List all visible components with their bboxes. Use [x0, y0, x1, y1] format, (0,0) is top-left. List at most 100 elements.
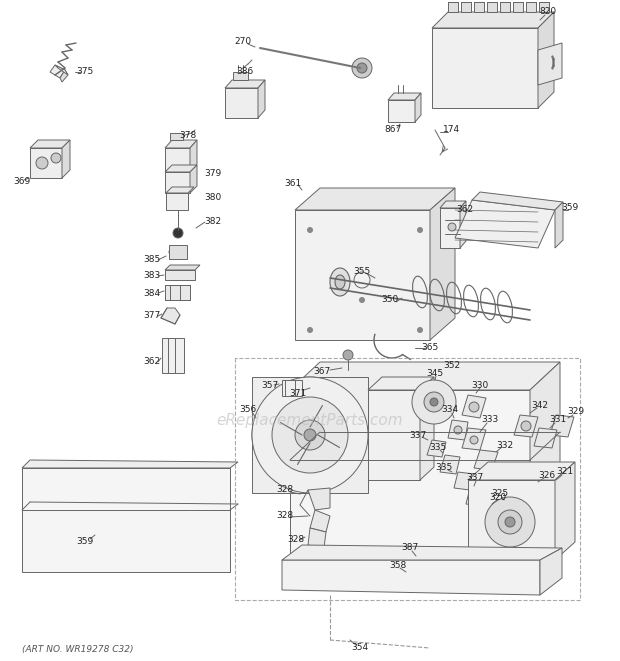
Text: 383: 383 — [143, 272, 161, 280]
Polygon shape — [432, 28, 538, 108]
Text: 359: 359 — [561, 204, 578, 212]
Text: 385: 385 — [143, 256, 161, 264]
Circle shape — [448, 223, 456, 231]
Text: 367: 367 — [313, 368, 330, 377]
Polygon shape — [225, 80, 265, 88]
Text: 382: 382 — [205, 217, 221, 227]
Text: 359: 359 — [76, 537, 94, 547]
Text: 369: 369 — [14, 178, 30, 186]
Text: 355: 355 — [353, 268, 371, 276]
Polygon shape — [462, 395, 486, 418]
Circle shape — [498, 510, 522, 534]
Circle shape — [252, 377, 368, 493]
Polygon shape — [468, 462, 575, 480]
Circle shape — [357, 63, 367, 73]
Text: 379: 379 — [205, 169, 221, 178]
Polygon shape — [282, 545, 562, 560]
Bar — [169, 245, 187, 259]
Polygon shape — [310, 510, 330, 532]
Text: 326: 326 — [538, 471, 556, 479]
Text: 345: 345 — [427, 368, 443, 377]
Polygon shape — [534, 428, 557, 448]
Text: 867: 867 — [384, 126, 402, 134]
Polygon shape — [165, 148, 190, 172]
Polygon shape — [22, 468, 230, 572]
Polygon shape — [166, 187, 194, 193]
Polygon shape — [539, 2, 549, 12]
Text: 328: 328 — [277, 510, 293, 520]
Circle shape — [36, 157, 48, 169]
Circle shape — [417, 227, 422, 233]
Polygon shape — [440, 201, 466, 208]
Polygon shape — [388, 93, 421, 100]
Polygon shape — [555, 202, 563, 248]
Text: 174: 174 — [443, 126, 461, 134]
Text: 820: 820 — [539, 7, 557, 17]
Polygon shape — [466, 488, 486, 506]
Polygon shape — [62, 140, 70, 178]
Polygon shape — [161, 308, 180, 324]
Circle shape — [295, 420, 325, 450]
Circle shape — [412, 380, 456, 424]
Circle shape — [485, 497, 535, 547]
Circle shape — [469, 402, 479, 412]
Text: 362: 362 — [456, 206, 474, 215]
Polygon shape — [432, 12, 554, 28]
Polygon shape — [190, 165, 197, 193]
Polygon shape — [295, 210, 430, 340]
Circle shape — [424, 392, 444, 412]
Text: 362: 362 — [143, 358, 161, 366]
Polygon shape — [258, 80, 265, 118]
Polygon shape — [550, 415, 574, 437]
Text: 334: 334 — [441, 405, 459, 414]
Polygon shape — [440, 208, 460, 248]
Polygon shape — [538, 43, 562, 85]
Text: 328: 328 — [288, 535, 304, 545]
Text: 342: 342 — [531, 401, 549, 410]
Text: 320: 320 — [489, 494, 507, 502]
Circle shape — [308, 227, 312, 233]
Polygon shape — [60, 70, 68, 82]
Polygon shape — [461, 2, 471, 12]
Circle shape — [173, 228, 183, 238]
Text: 337: 337 — [409, 430, 427, 440]
Polygon shape — [55, 65, 68, 75]
Circle shape — [470, 436, 478, 444]
Circle shape — [505, 517, 515, 527]
Polygon shape — [388, 100, 415, 122]
Text: 270: 270 — [234, 38, 252, 46]
Polygon shape — [165, 165, 197, 172]
Polygon shape — [474, 450, 498, 470]
Text: 356: 356 — [239, 405, 257, 414]
Polygon shape — [290, 390, 530, 560]
Polygon shape — [460, 201, 466, 248]
Polygon shape — [290, 362, 560, 390]
Polygon shape — [282, 560, 540, 595]
Polygon shape — [513, 2, 523, 12]
Text: 352: 352 — [443, 360, 461, 369]
Text: (ART NO. WR19278 C32): (ART NO. WR19278 C32) — [22, 645, 133, 654]
Circle shape — [307, 377, 323, 393]
Text: 330: 330 — [471, 381, 489, 389]
Text: 329: 329 — [567, 407, 585, 416]
Ellipse shape — [335, 275, 345, 289]
Text: 361: 361 — [285, 178, 301, 188]
Text: 350: 350 — [381, 295, 399, 305]
Text: 335: 335 — [430, 444, 446, 453]
Text: 357: 357 — [262, 381, 278, 389]
Polygon shape — [427, 440, 446, 457]
Polygon shape — [420, 377, 434, 480]
Polygon shape — [30, 148, 62, 178]
Polygon shape — [50, 65, 65, 78]
Polygon shape — [225, 88, 258, 118]
Text: 384: 384 — [143, 288, 161, 297]
Polygon shape — [30, 140, 70, 148]
Text: 387: 387 — [401, 543, 418, 553]
Polygon shape — [22, 460, 238, 468]
Polygon shape — [487, 2, 497, 12]
Polygon shape — [440, 455, 460, 474]
Text: 371: 371 — [290, 389, 307, 397]
Polygon shape — [538, 12, 554, 108]
Polygon shape — [166, 193, 188, 210]
Text: 331: 331 — [549, 416, 567, 424]
